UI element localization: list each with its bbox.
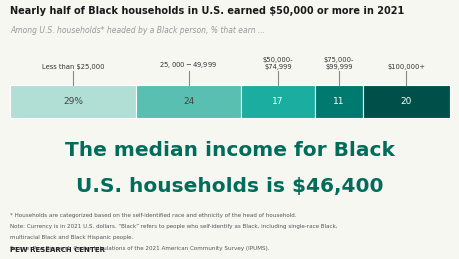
Bar <box>10 85 136 118</box>
Text: $50,000-
$74,999: $50,000- $74,999 <box>262 57 292 70</box>
Text: Nearly half of Black households in U.S. earned $50,000 or more in 2021: Nearly half of Black households in U.S. … <box>10 6 403 17</box>
Bar <box>362 85 449 118</box>
Text: $100,000+: $100,000+ <box>386 64 425 70</box>
Text: U.S. households is $46,400: U.S. households is $46,400 <box>76 177 383 196</box>
Text: 20: 20 <box>400 97 411 106</box>
Text: Note: Currency is in 2021 U.S. dollars. “Black” refers to people who self-identi: Note: Currency is in 2021 U.S. dollars. … <box>10 224 337 229</box>
Text: $25,000-$49,999: $25,000-$49,999 <box>159 60 217 70</box>
Text: 29%: 29% <box>63 97 83 106</box>
Text: * Households are categorized based on the self-identified race and ethnicity of : * Households are categorized based on th… <box>10 213 296 218</box>
Text: 17: 17 <box>272 97 283 106</box>
Text: 24: 24 <box>183 97 194 106</box>
Text: Among U.S. households* headed by a Black person, % that earn ...: Among U.S. households* headed by a Black… <box>10 26 265 35</box>
Text: The median income for Black: The median income for Black <box>65 141 394 160</box>
Bar <box>136 85 241 118</box>
Bar <box>314 85 362 118</box>
Text: 11: 11 <box>332 97 344 106</box>
Bar <box>241 85 314 118</box>
Text: $75,000-
$99,999: $75,000- $99,999 <box>323 57 353 70</box>
Text: multiracial Black and Black Hispanic people.: multiracial Black and Black Hispanic peo… <box>10 235 133 240</box>
Text: Less than $25,000: Less than $25,000 <box>42 64 104 70</box>
Text: PEW RESEARCH CENTER: PEW RESEARCH CENTER <box>10 247 105 253</box>
Text: Source: Pew Research Center tabulations of the 2021 American Community Survey (I: Source: Pew Research Center tabulations … <box>10 246 269 251</box>
